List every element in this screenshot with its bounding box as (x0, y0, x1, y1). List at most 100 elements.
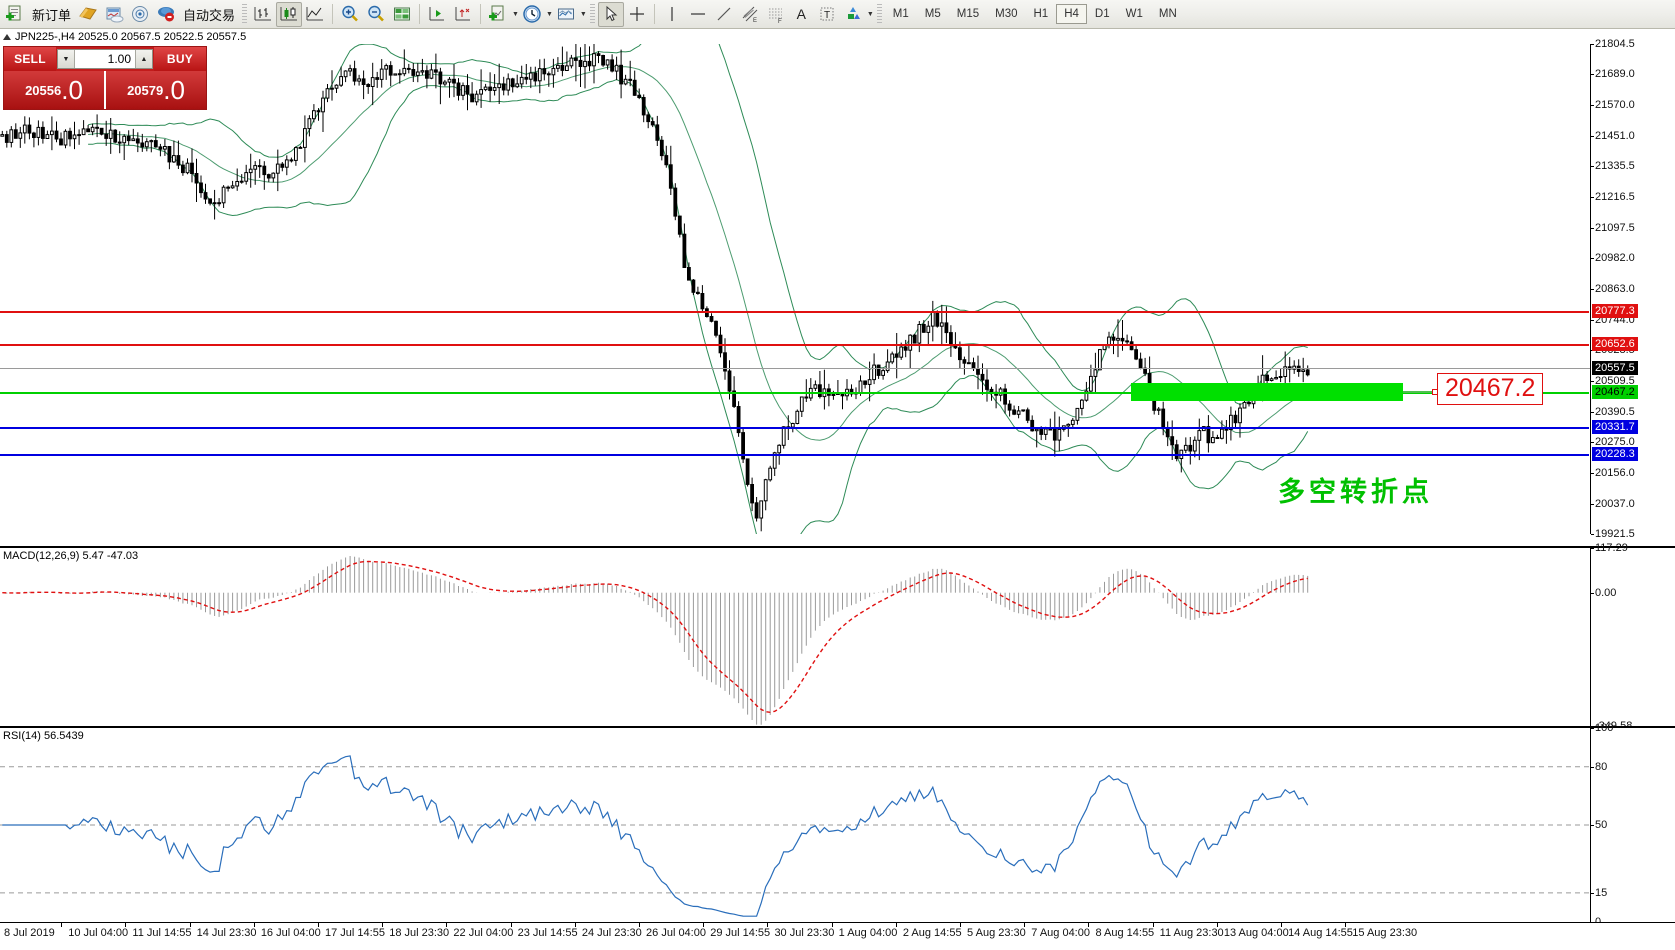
templates-icon[interactable] (553, 2, 579, 27)
timeframe-m15[interactable]: M15 (956, 8, 980, 20)
timeframe-m30[interactable]: M30 (995, 8, 1018, 20)
line-chart-icon[interactable] (302, 2, 328, 27)
rsi-tick: 100 (1590, 722, 1614, 734)
cursor-icon[interactable] (597, 1, 624, 27)
collapse-triangle-icon[interactable] (3, 34, 11, 40)
zoom-in-icon[interactable] (337, 2, 363, 27)
price-tick: 20037.0 (1591, 497, 1635, 510)
volume-stepper[interactable]: ▼ 1.00 ▲ (57, 49, 153, 69)
toolbar-grip[interactable] (242, 4, 248, 24)
price-tick: 20156.0 (1591, 466, 1635, 479)
time-tick-mark (125, 922, 127, 927)
trendline-icon[interactable] (711, 2, 737, 27)
new-order-label[interactable]: 新订单 (32, 7, 72, 23)
auto-trading-label[interactable]: 自动交易 (183, 7, 236, 23)
time-axis[interactable]: 8 Jul 2019 10 Jul 04:00 11 Jul 14:55 14 Jul… (0, 922, 1675, 950)
timeframe-mn[interactable]: MN (1158, 8, 1177, 20)
level-handle[interactable] (1589, 341, 1590, 347)
time-tick: 1 Aug 04:00 (831, 922, 897, 939)
volume-decrement-icon[interactable]: ▼ (58, 50, 75, 68)
sell-button[interactable]: SELL (4, 47, 56, 71)
shapes-icon[interactable] (840, 2, 866, 27)
fibonacci-icon[interactable]: F (763, 2, 789, 27)
rsi-y-axis[interactable]: 1008050150 (1590, 722, 1675, 928)
bar-chart-icon[interactable] (250, 2, 276, 27)
price-plot-area[interactable] (0, 44, 1590, 534)
level-line-support-1[interactable] (0, 425, 1590, 431)
buy-price[interactable]: 20579.0 (104, 71, 206, 109)
volume-increment-icon[interactable]: ▲ (135, 50, 152, 68)
time-tick: 24 Jul 23:30 (574, 922, 642, 939)
timeframe-h1[interactable]: H1 (1033, 8, 1049, 20)
level-line-pivot[interactable] (0, 389, 1590, 395)
level-label-pivot[interactable]: 20467.2 (1592, 384, 1638, 399)
level-line-support-2[interactable] (0, 452, 1590, 458)
time-tick: 10 Jul 04:00 (61, 922, 128, 939)
toolbar-grip-2[interactable] (589, 4, 595, 24)
highlight-zone-rectangle[interactable] (1131, 382, 1403, 401)
macd-label: MACD(12,26,9) 5.47 -47.03 (3, 550, 139, 562)
level-handle[interactable] (1589, 309, 1590, 315)
price-tick: 21216.5 (1591, 191, 1635, 203)
chart-shift-icon[interactable] (424, 2, 450, 27)
level-label-resistance-1[interactable]: 20777.3 (1592, 304, 1638, 319)
macd-y-axis[interactable]: 117.290.00-349.58 (1590, 542, 1675, 732)
sell-price[interactable]: 20556.0 (4, 71, 104, 109)
period-icon[interactable] (519, 2, 545, 27)
auto-trading-icon[interactable] (153, 2, 179, 27)
text-icon[interactable]: A (796, 6, 807, 22)
market-watch-icon[interactable] (101, 2, 127, 27)
hline-icon[interactable] (685, 2, 711, 27)
level-handle[interactable] (1589, 452, 1590, 458)
timeframe-m1[interactable]: M1 (892, 8, 909, 20)
price-pane[interactable]: 21804.5 21689.0 21570.0 21451.0 21335.5 21216… (0, 38, 1675, 540)
indicators-dropdown-icon[interactable]: ▼ (512, 10, 519, 18)
equidistant-channel-icon[interactable]: E (737, 2, 763, 27)
level-label-resistance-2[interactable]: 20652.6 (1592, 336, 1638, 351)
time-tick: 7 Aug 04:00 (1024, 922, 1090, 939)
navigator-icon[interactable] (127, 2, 153, 27)
shapes-dropdown-icon[interactable]: ▼ (866, 10, 874, 18)
vline-icon[interactable] (659, 2, 685, 27)
rsi-pane[interactable]: RSI(14) 56.5439 1008050150 (0, 722, 1675, 928)
time-tick: 30 Jul 23:30 (767, 922, 834, 939)
level-label-last-price[interactable]: 20557.5 (1592, 361, 1638, 376)
macd-pane[interactable]: MACD(12,26,9) 5.47 -47.03 117.290.00-349… (0, 542, 1675, 732)
volume-value[interactable]: 1.00 (107, 52, 131, 66)
price-y-axis[interactable]: 21804.5 21689.0 21570.0 21451.0 21335.5 21216… (1590, 38, 1675, 540)
buy-price-dec: .0 (163, 75, 185, 105)
macd-plot-area[interactable] (0, 548, 1590, 726)
level-label-support-1[interactable]: 20331.7 (1592, 420, 1638, 435)
rsi-plot-area[interactable] (0, 728, 1590, 922)
level-line-last-price[interactable] (0, 368, 1590, 370)
price-tick: 21335.5 (1591, 160, 1635, 173)
text-label-icon[interactable]: T (814, 2, 840, 27)
timeframe-d1[interactable]: D1 (1094, 8, 1110, 20)
time-tick-mark (639, 922, 641, 927)
auto-scroll-icon[interactable] (450, 2, 476, 27)
svg-text:E: E (753, 18, 757, 24)
data-window-icon[interactable] (389, 2, 415, 27)
zoom-out-icon[interactable] (363, 2, 389, 27)
candlestick-icon[interactable] (276, 1, 303, 27)
level-handle[interactable] (1589, 425, 1590, 431)
level-line-resistance-2[interactable] (0, 341, 1590, 347)
callout-handle[interactable] (1432, 388, 1438, 395)
timeframe-h4[interactable]: H4 (1056, 4, 1087, 24)
buy-button[interactable]: BUY (154, 47, 206, 71)
profiles-icon[interactable] (75, 2, 101, 27)
price-callout[interactable]: 20467.2 (1437, 372, 1544, 406)
toolbar-grip-3[interactable] (876, 4, 882, 24)
templates-dropdown-icon[interactable]: ▼ (579, 10, 587, 18)
crosshair-icon[interactable] (624, 2, 650, 27)
level-handle[interactable] (1589, 389, 1590, 395)
indicators-icon[interactable] (485, 2, 511, 27)
timeframe-w1[interactable]: W1 (1125, 8, 1143, 20)
timeframe-m5[interactable]: M5 (924, 8, 941, 20)
level-line-resistance-1[interactable] (0, 309, 1590, 315)
new-order-icon[interactable] (2, 2, 28, 27)
one-click-trading-panel[interactable]: SELL ▼ 1.00 ▲ BUY 20556.0 20579.0 (3, 46, 207, 110)
period-dropdown-icon[interactable]: ▼ (545, 10, 553, 18)
level-label-support-2[interactable]: 20228.3 (1592, 447, 1638, 462)
chart-annotation-text[interactable]: 多空转折点 (1278, 477, 1433, 508)
